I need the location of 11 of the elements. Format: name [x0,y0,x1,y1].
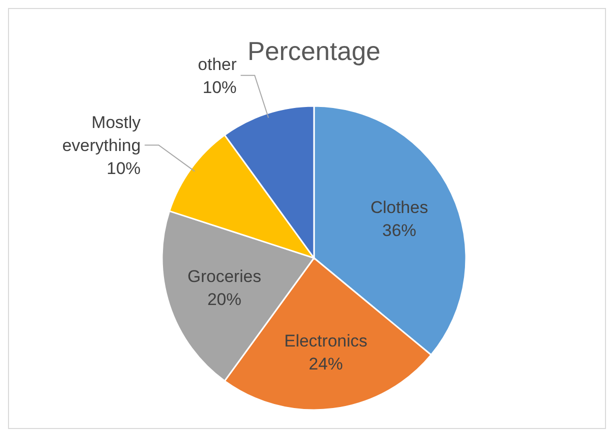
data-label: 24% [308,354,343,374]
data-label: 20% [207,290,242,310]
slice-label: other [198,54,238,74]
slice-label: Clothes [370,198,428,217]
data-label: 36% [382,220,416,240]
chart-title: Percentage [248,36,380,66]
slice-label: Groceries [188,267,262,286]
slice-label: Electronics [284,331,368,350]
data-label: 10% [106,159,141,178]
data-label: 10% [202,78,237,97]
slice-label: Mostly everything [62,113,142,156]
